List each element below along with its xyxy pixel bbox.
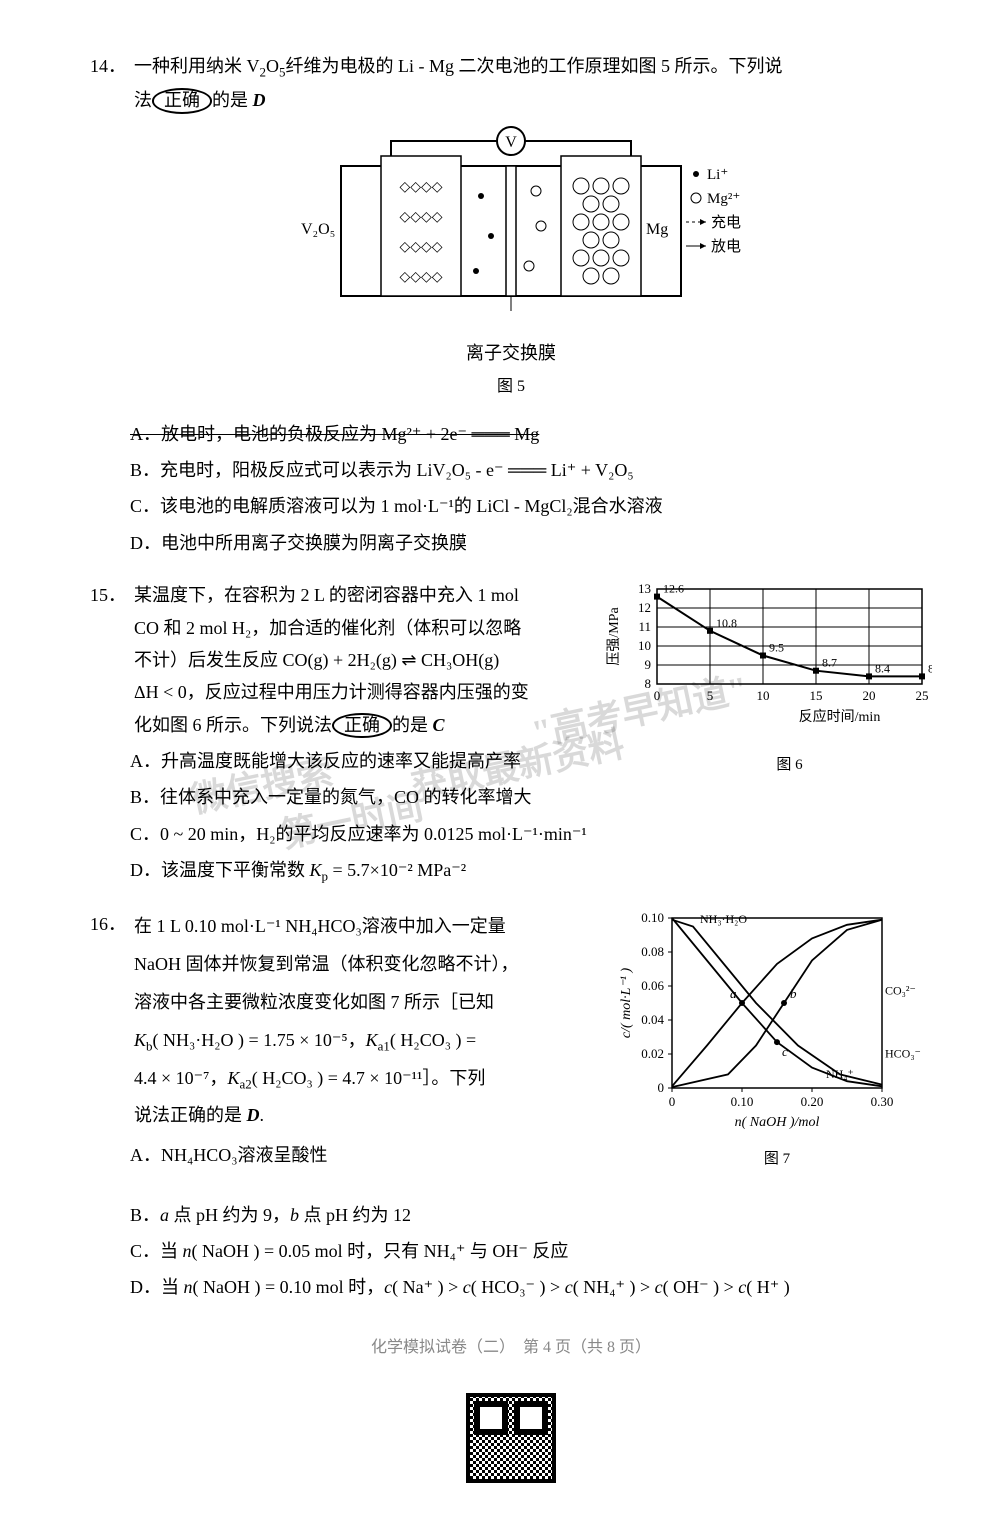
q16-opt-d: D．当 n( NaOH ) = 0.10 mol 时，c( Na⁺ ) > c(… bbox=[130, 1271, 932, 1303]
q16-opt-a: A．NH₄HCO₃溶液呈酸性 bbox=[130, 1139, 602, 1171]
q14-opt-b: B．充电时，阳极反应式可以表示为 LiV₂O₅ - e⁻ ═══ Li⁺ + V… bbox=[130, 454, 932, 486]
fig7-svg: 0 0.10 0.20 0.30 0 0.02 0.04 0.06 0.08 0.10 a b c NH₃… bbox=[612, 908, 932, 1188]
handwritten-answer: C bbox=[433, 715, 445, 735]
circled-correct: 正确 bbox=[152, 88, 212, 114]
q16-stem: 16． 在 1 L 0.10 mol·L⁻¹ NH₄HCO₃溶液中加入一定量 N… bbox=[90, 908, 602, 1135]
circled-correct: 正确 bbox=[332, 713, 392, 739]
question-14: 14． 一种利用纳米 V2O5纤维为电极的 Li - Mg 二次电池的工作原理如… bbox=[90, 50, 932, 559]
svg-text:0: 0 bbox=[654, 688, 661, 703]
svg-text:12: 12 bbox=[638, 600, 651, 615]
q14-options: A．放电时，电池的负极反应为 Mg²⁺ + 2e⁻ ═══ Mg B．充电时，阳… bbox=[130, 418, 932, 560]
svg-text:13: 13 bbox=[638, 581, 651, 596]
q15-text: 某温度下，在容积为 2 L 的密闭容器中充入 1 mol CO 和 2 mol … bbox=[134, 579, 592, 741]
svg-text:8.4: 8.4 bbox=[928, 662, 932, 676]
q16-opt-c: C．当 n( NaOH ) = 0.05 mol 时，只有 NH₄⁺ 与 OH⁻… bbox=[130, 1235, 932, 1267]
svg-text:CO₃²⁻: CO₃²⁻ bbox=[885, 984, 916, 998]
q15-opt-a: A．升高温度既能增大该反应的速率又能提高产率 bbox=[130, 745, 592, 777]
q14-opt-d: D．电池中所用离子交换膜为阴离子交换膜 bbox=[130, 527, 932, 559]
svg-text:图 7: 图 7 bbox=[764, 1150, 791, 1167]
svg-text:◇◇◇◇: ◇◇◇◇ bbox=[399, 180, 442, 195]
q16-opt-b: B．a 点 pH 约为 9，b 点 pH 约为 12 bbox=[130, 1199, 932, 1231]
figure-6: 0 5 10 15 20 25 8 9 10 11 12 13 12.6 10.8 9.5 8.7 8.4 8.4… bbox=[602, 579, 932, 789]
svg-text:0.08: 0.08 bbox=[641, 944, 664, 959]
svg-text:HCO₃⁻: HCO₃⁻ bbox=[885, 1047, 921, 1061]
svg-text:0.30: 0.30 bbox=[871, 1094, 894, 1109]
svg-text:11: 11 bbox=[638, 619, 651, 634]
fig5-caption: 图 5 bbox=[251, 373, 771, 402]
svg-text:Li⁺: Li⁺ bbox=[707, 167, 728, 183]
svg-text:0: 0 bbox=[669, 1094, 676, 1109]
svg-text:n( NaOH )/mol: n( NaOH )/mol bbox=[735, 1115, 820, 1130]
question-16: 16． 在 1 L 0.10 mol·L⁻¹ NH₄HCO₃溶液中加入一定量 N… bbox=[90, 908, 932, 1304]
svg-text:12.6: 12.6 bbox=[663, 582, 684, 596]
handwritten-answer: D bbox=[247, 1105, 260, 1125]
svg-text:放电: 放电 bbox=[711, 238, 741, 255]
svg-text:b: b bbox=[790, 986, 797, 1001]
svg-text:8.4: 8.4 bbox=[875, 662, 890, 676]
svg-text:0.04: 0.04 bbox=[641, 1012, 664, 1027]
q14-num: 14． bbox=[90, 50, 126, 82]
q15-options-cont: C．0 ~ 20 min，H₂的平均反应速率为 0.0125 mol·L⁻¹·m… bbox=[130, 818, 932, 888]
svg-text:c: c bbox=[782, 1044, 788, 1059]
svg-text:V: V bbox=[505, 134, 517, 151]
svg-text:0.10: 0.10 bbox=[641, 910, 664, 925]
q15-stem: 15． 某温度下，在容积为 2 L 的密闭容器中充入 1 mol CO 和 2 … bbox=[90, 579, 592, 741]
svg-text:NH₄⁺: NH₄⁺ bbox=[826, 1067, 854, 1081]
svg-text:0.10: 0.10 bbox=[731, 1094, 754, 1109]
svg-text:充电: 充电 bbox=[711, 214, 741, 231]
q14-opt-c: C．该电池的电解质溶液可以为 1 mol·L⁻¹的 LiCl - MgCl₂混合… bbox=[130, 490, 932, 522]
q16-text: 在 1 L 0.10 mol·L⁻¹ NH₄HCO₃溶液中加入一定量 NaOH … bbox=[134, 908, 602, 1135]
svg-text:0: 0 bbox=[658, 1080, 665, 1095]
svg-text:c/( mol·L⁻¹ ): c/( mol·L⁻¹ ) bbox=[619, 968, 634, 1039]
figure-7: 0 0.10 0.20 0.30 0 0.02 0.04 0.06 0.08 0.10 a b c NH₃… bbox=[612, 908, 932, 1198]
qr-code bbox=[466, 1393, 556, 1483]
v2o5-label: V₂O₅ bbox=[301, 216, 335, 245]
q15-opt-c: C．0 ~ 20 min，H₂的平均反应速率为 0.0125 mol·L⁻¹·m… bbox=[130, 818, 932, 850]
q16-num: 16． bbox=[90, 908, 126, 940]
q15-num: 15． bbox=[90, 579, 126, 611]
q14-opt-a: A．放电时，电池的负极反应为 Mg²⁺ + 2e⁻ ═══ Mg bbox=[130, 418, 932, 450]
svg-text:5: 5 bbox=[707, 688, 714, 703]
svg-text:压强/MPa: 压强/MPa bbox=[607, 607, 622, 666]
page-footer: 化学模拟试卷（二） 第 4 页（共 8 页） bbox=[90, 1334, 932, 1363]
handwritten-answer: D bbox=[253, 90, 266, 110]
q15-options: A．升高温度既能增大该反应的速率又能提高产率 B．往体系中充入一定量的氮气，CO… bbox=[130, 745, 592, 814]
q16-options-cont: B．a 点 pH 约为 9，b 点 pH 约为 12 C．当 n( NaOH )… bbox=[130, 1199, 932, 1304]
mg-label: Mg bbox=[646, 216, 668, 245]
svg-text:反应时间/min: 反应时间/min bbox=[799, 708, 881, 725]
svg-text:图 6: 图 6 bbox=[776, 756, 803, 773]
svg-text:NH₃·H₂O: NH₃·H₂O bbox=[700, 912, 747, 926]
question-15: "高考早知道" 微信搜索 获取最新资料 第一时间 15． 某温度下，在容积为 2… bbox=[90, 579, 932, 888]
svg-text:◇◇◇◇: ◇◇◇◇ bbox=[399, 210, 442, 225]
figure-5: V ◇◇◇◇ ◇◇◇◇ ◇◇◇◇ ◇◇◇◇ bbox=[90, 126, 932, 401]
svg-text:a: a bbox=[730, 986, 737, 1001]
svg-text:0.02: 0.02 bbox=[641, 1046, 664, 1061]
q15-opt-b: B．往体系中充入一定量的氮气，CO 的转化率增大 bbox=[130, 781, 592, 813]
svg-text:20: 20 bbox=[863, 688, 876, 703]
membrane-label: 离子交换膜 bbox=[251, 337, 771, 369]
svg-text:9: 9 bbox=[645, 657, 652, 672]
svg-text:10: 10 bbox=[638, 638, 651, 653]
svg-text:8.7: 8.7 bbox=[822, 656, 837, 670]
svg-text:10.8: 10.8 bbox=[716, 616, 737, 630]
q14-text: 一种利用纳米 V2O5纤维为电极的 Li - Mg 二次电池的工作原理如图 5 … bbox=[134, 50, 932, 116]
svg-text:◇◇◇◇: ◇◇◇◇ bbox=[399, 240, 442, 255]
q14-stem: 14． 一种利用纳米 V2O5纤维为电极的 Li - Mg 二次电池的工作原理如… bbox=[90, 50, 932, 116]
svg-text:9.5: 9.5 bbox=[769, 641, 784, 655]
svg-text:Mg²⁺: Mg²⁺ bbox=[707, 191, 740, 207]
svg-text:0.20: 0.20 bbox=[801, 1094, 824, 1109]
svg-text:0.06: 0.06 bbox=[641, 978, 664, 993]
svg-text:8: 8 bbox=[645, 676, 652, 691]
svg-text:15: 15 bbox=[810, 688, 823, 703]
q16-options: A．NH₄HCO₃溶液呈酸性 bbox=[130, 1139, 602, 1171]
svg-text:25: 25 bbox=[916, 688, 929, 703]
fig6-svg: 0 5 10 15 20 25 8 9 10 11 12 13 12.6 10.8 9.5 8.7 8.4 8.4… bbox=[602, 579, 932, 779]
svg-text:10: 10 bbox=[757, 688, 770, 703]
q15-opt-d: D．该温度下平衡常数 Kp = 5.7×10⁻² MPa⁻² bbox=[130, 854, 932, 888]
svg-text:◇◇◇◇: ◇◇◇◇ bbox=[399, 270, 442, 285]
